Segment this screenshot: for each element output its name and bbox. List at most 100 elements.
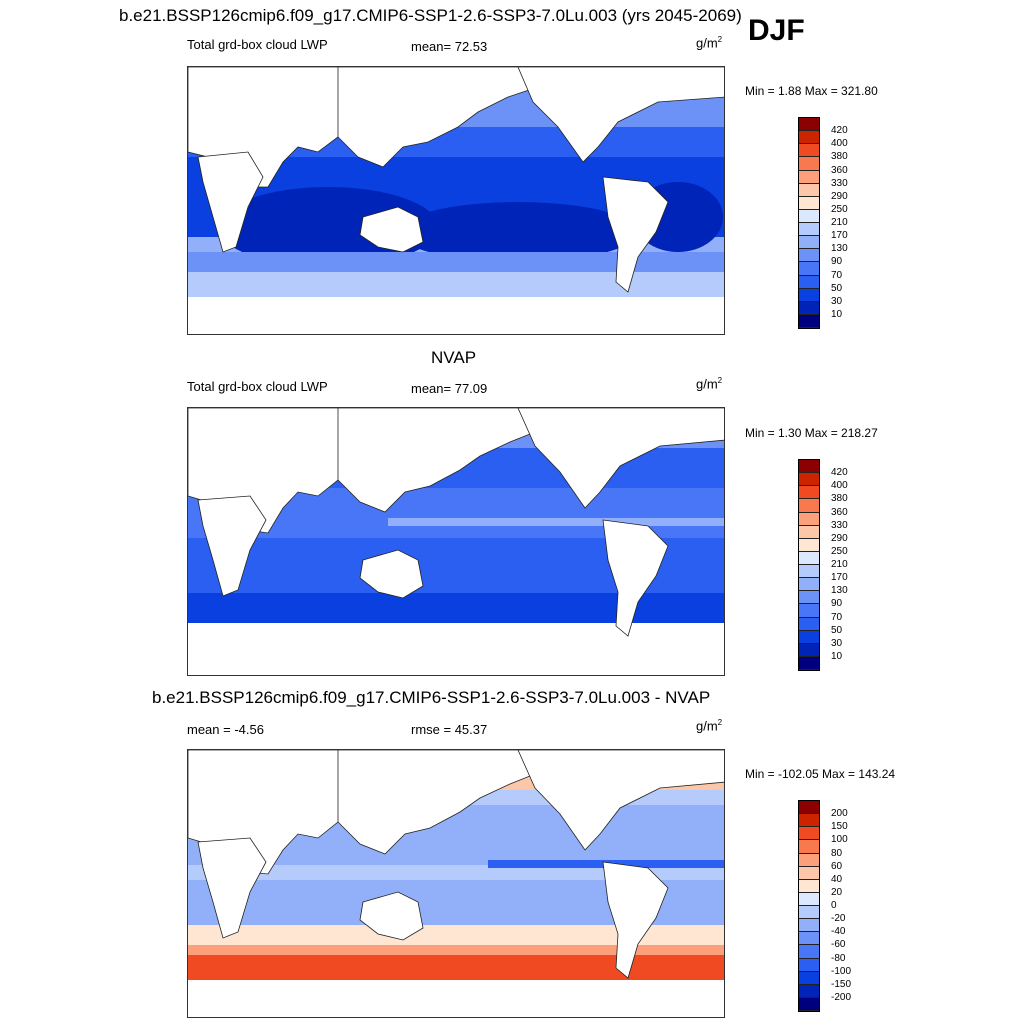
colorbar-box (799, 945, 819, 959)
panel3-continents (188, 750, 724, 979)
colorbar-box (799, 656, 819, 670)
panel3-north-america (517, 750, 724, 851)
colorbar-box (799, 827, 819, 841)
colorbar-tick-label: 70 (831, 269, 843, 281)
colorbar-tick-label: -80 (831, 952, 846, 964)
panel3-units-exp: 2 (717, 718, 723, 727)
colorbar-box (799, 604, 819, 618)
colorbar-box (799, 892, 819, 906)
colorbar-box (799, 499, 819, 513)
colorbar-box (799, 262, 819, 276)
panel3-transition-band (188, 925, 724, 945)
colorbar-box (799, 118, 819, 132)
panel3-colorbar: 200 150 100 80 60 40 20 0 -20 -40 -60 -80 -100 -150 -2… (798, 800, 851, 1012)
colorbar-tick-label: 30 (831, 295, 843, 307)
colorbar-tick-label: 330 (831, 177, 848, 189)
colorbar-box (799, 932, 819, 946)
colorbar-tick-label: 400 (831, 138, 848, 150)
colorbar-box (799, 275, 819, 289)
colorbar-tick-label: 360 (831, 506, 848, 518)
colorbar-box (799, 879, 819, 893)
panel1-units-base: g/m (696, 35, 718, 51)
panel2-mean-label: mean= 77.09 (411, 381, 488, 396)
colorbar-box (799, 814, 819, 828)
colorbar-tick-label: 170 (831, 572, 848, 584)
colorbar-box (799, 866, 819, 880)
colorbar-box (799, 840, 819, 854)
panel1-continents (188, 67, 724, 293)
panel2-minmax: Min = 1.30 Max = 218.27 (745, 426, 878, 440)
panel2-antarctica (188, 623, 724, 675)
colorbar-tick-label: 10 (831, 650, 843, 662)
colorbar-tick-label: 210 (831, 217, 848, 228)
colorbar-tick-label: -150 (831, 978, 852, 990)
colorbar-tick-label: 20 (831, 886, 843, 898)
colorbar-tick-label: 290 (831, 190, 848, 202)
colorbar-box (799, 971, 819, 985)
panel2-variable-label: Total grd-box cloud LWP (187, 379, 328, 394)
colorbar-box (799, 984, 819, 998)
panel1-map (187, 66, 725, 335)
colorbar-tick-label: 30 (831, 637, 843, 649)
colorbar-box (799, 223, 819, 237)
colorbar-tick-label: 250 (831, 545, 848, 557)
colorbar-tick-label: -200 (831, 991, 852, 1003)
panel3-south-america (602, 861, 669, 979)
colorbar-tick-label: -60 (831, 939, 846, 951)
panel2-colorbar: 420 400 380 360 330 290 250 210 170 130 90 70 50 30 10 (798, 459, 848, 671)
panel2-australia (359, 549, 424, 599)
panel3-map (187, 749, 725, 1018)
colorbar-box (799, 144, 819, 158)
colorbar-box (799, 630, 819, 644)
colorbar-box (799, 919, 819, 933)
colorbar-tick-label: 130 (831, 585, 848, 597)
colorbar-box (799, 997, 819, 1011)
colorbar-tick-label: 290 (831, 532, 848, 544)
panel3-units-label: g/m2 (696, 718, 722, 733)
colorbar-tick-label: 90 (831, 256, 843, 268)
panel1-map-svg (188, 67, 724, 334)
colorbar-tick-label: 380 (831, 151, 848, 163)
colorbar-box (799, 525, 819, 539)
panel2-africa (197, 495, 267, 597)
panel1-antarctica (188, 297, 724, 334)
panel1-mean-label: mean= 72.53 (411, 39, 488, 54)
panel2-units-label: g/m2 (696, 376, 722, 391)
panel1-australia (359, 206, 424, 253)
panel1-colorbar: 420 400 380 360 330 290 250 210 170 130 90 70 50 30 10 (798, 117, 848, 329)
colorbar-box (799, 288, 819, 302)
colorbar-box (799, 565, 819, 579)
panel1-units-label: g/m2 (696, 35, 722, 50)
colorbar-tick-label: 60 (831, 860, 843, 872)
colorbar-box (799, 486, 819, 500)
colorbar-tick-label: 150 (831, 821, 848, 833)
colorbar-box (799, 643, 819, 657)
colorbar-tick-label: 50 (831, 282, 843, 294)
colorbar-tick-label: 70 (831, 611, 843, 623)
panel3-units-base: g/m (696, 718, 718, 734)
colorbar-tick-label: 360 (831, 164, 848, 176)
colorbar-box (799, 906, 819, 920)
colorbar-box (799, 551, 819, 565)
panel3-africa (197, 837, 267, 939)
colorbar-box (799, 617, 819, 631)
colorbar-box (799, 301, 819, 315)
panel1-africa (197, 151, 264, 253)
colorbar-box (799, 473, 819, 487)
colorbar-box (799, 170, 819, 184)
colorbar-tick-label: 130 (831, 243, 848, 255)
panel3-mean-label: mean = -4.56 (187, 722, 264, 737)
colorbar-tick-label: 250 (831, 203, 848, 215)
colorbar-tick-label: -100 (831, 965, 852, 977)
panel3-southern-ocean-core (188, 955, 724, 980)
colorbar-box (799, 460, 819, 474)
panel1-ocean-southern-ocean (188, 272, 724, 297)
colorbar-box (799, 249, 819, 263)
panel1-units-exp: 2 (717, 35, 723, 44)
panel3-antarctica (188, 980, 724, 1017)
colorbar-tick-label: 170 (831, 230, 848, 242)
colorbar-tick-label: -20 (831, 913, 846, 925)
colorbar-tick-label: 0 (831, 900, 837, 911)
colorbar-tick-label: 100 (831, 834, 848, 846)
colorbar-box (799, 131, 819, 145)
